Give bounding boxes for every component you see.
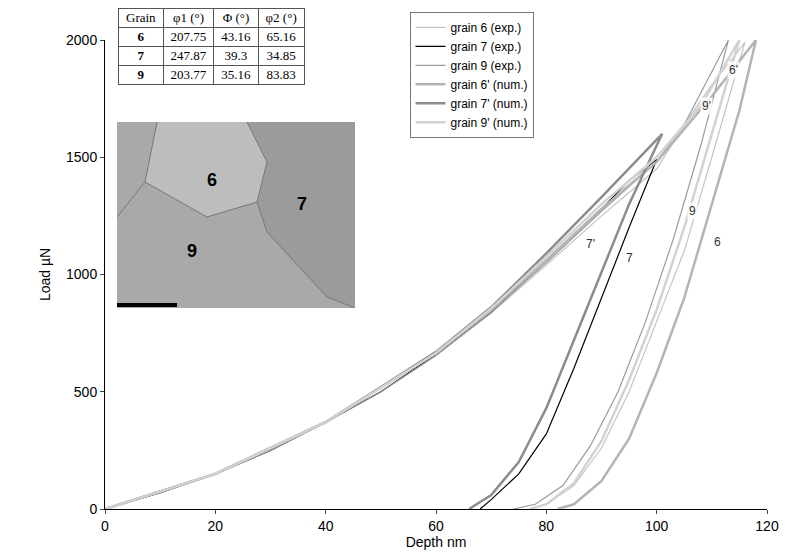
svg-text:120: 120	[755, 518, 779, 534]
html-text:65.16: 65.16	[266, 29, 296, 44]
html-text:34.85: 34.85	[266, 48, 296, 63]
svg-text:0: 0	[101, 518, 109, 534]
svg-text:grain 9 (exp.): grain 9 (exp.)	[451, 59, 522, 73]
svg-text:40: 40	[318, 518, 334, 534]
html-text:6: 6	[137, 29, 144, 44]
svg-text:9: 9	[689, 204, 696, 218]
svg-text:Load µN: Load µN	[37, 248, 53, 301]
svg-text:grain 7' (num.): grain 7' (num.)	[451, 97, 528, 111]
svg-text:80: 80	[539, 518, 555, 534]
html-text:7: 7	[137, 48, 144, 63]
svg-text:7: 7	[297, 194, 307, 214]
svg-text:6: 6	[207, 170, 217, 190]
svg-text:9: 9	[187, 241, 197, 261]
svg-text:0: 0	[89, 501, 97, 517]
svg-text:6: 6	[714, 235, 721, 249]
svg-text:grain 7 (exp.): grain 7 (exp.)	[451, 40, 522, 54]
html-text:φ1 (°): φ1 (°)	[172, 10, 204, 25]
svg-text:9': 9'	[702, 99, 711, 113]
svg-text:grain 9' (num.): grain 9' (num.)	[451, 116, 528, 130]
svg-text:6': 6'	[729, 63, 738, 77]
html-text:Φ (°): Φ (°)	[222, 10, 250, 25]
svg-text:7: 7	[626, 251, 633, 265]
svg-text:Depth nm: Depth nm	[406, 534, 467, 550]
html-text:247.87: 247.87	[170, 48, 207, 63]
svg-text:100: 100	[645, 518, 669, 534]
svg-text:1500: 1500	[66, 149, 97, 165]
html-text:83.83: 83.83	[266, 67, 296, 82]
html-text:φ2 (°): φ2 (°)	[265, 10, 297, 25]
svg-text:7': 7'	[586, 237, 595, 251]
svg-text:20: 20	[208, 518, 224, 534]
svg-text:60: 60	[428, 518, 444, 534]
html-text:203.77: 203.77	[170, 67, 207, 82]
html-text:9: 9	[137, 67, 144, 82]
html-text:43.16: 43.16	[221, 29, 251, 44]
svg-text:2000: 2000	[66, 32, 97, 48]
html-text:207.75: 207.75	[170, 29, 207, 44]
svg-text:grain 6' (num.): grain 6' (num.)	[451, 78, 528, 92]
svg-text:grain 6 (exp.): grain 6 (exp.)	[451, 21, 522, 35]
html-text:39.3: 39.3	[224, 48, 248, 63]
svg-text:1000: 1000	[66, 266, 97, 282]
svg-text:500: 500	[74, 384, 98, 400]
html-text:Grain: Grain	[126, 10, 156, 25]
html-text:35.16: 35.16	[221, 67, 251, 82]
